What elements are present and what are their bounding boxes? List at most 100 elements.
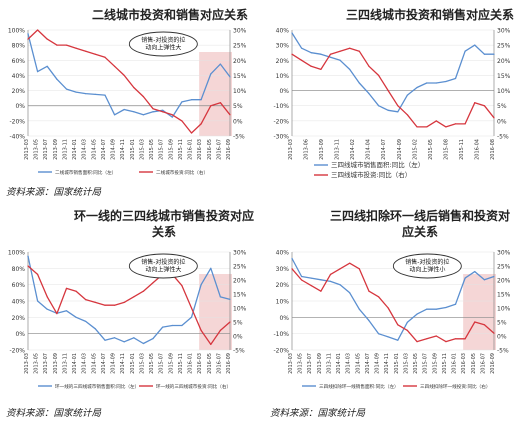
xtick-0-7: 2014-05 (91, 139, 97, 160)
data-point-2-1-5 (75, 290, 77, 292)
data-point-3-0-2 (310, 277, 312, 279)
xtick-3-7: 2014-05 (355, 353, 361, 374)
data-point-2-0-12 (142, 342, 145, 345)
xtick-2-8: 2014-07 (101, 353, 107, 374)
xtick-0-10: 2014-11 (120, 139, 126, 160)
data-point-1-0-14 (426, 82, 428, 84)
data-point-0-0-0 (27, 33, 29, 35)
ytick-left-1-3: 0% (279, 88, 289, 95)
data-point-0-0-14 (162, 109, 164, 111)
xtick-2-14: 2015-07 (159, 353, 165, 374)
data-point-1-0-12 (406, 94, 409, 96)
highlight-region-3 (463, 274, 496, 350)
ytick-left-0-6: 80% (12, 43, 26, 50)
ytick-right-3-1: 0% (497, 334, 507, 341)
xtick-0-14: 2015-07 (159, 139, 165, 160)
xtick-3-12: 2015-03 (403, 353, 409, 374)
data-point-0-1-4 (65, 44, 68, 46)
legend-label-3-0: 三四线扣除环一线销售面积:同比（左） (319, 383, 399, 390)
legend-label-0-0: 二线城市销售面积:同比（左） (55, 169, 116, 176)
data-point-1-1-13 (416, 126, 418, 128)
data-point-3-1-19 (474, 321, 476, 323)
ytick-left-3-3: 10% (276, 299, 290, 306)
data-point-0-0-21 (229, 76, 231, 78)
ytick-right-3-7: 30% (497, 250, 511, 257)
ytick-right-1-6: 25% (497, 43, 511, 50)
legend-label-2-1: 环一线的三四线城市投资:同比（右） (156, 383, 231, 390)
xtick-2-21: 2016-09 (226, 353, 232, 374)
ytick-left-3-5: 30% (276, 266, 290, 273)
data-point-1-1-0 (291, 53, 293, 55)
xtick-3-2: 2013-07 (307, 353, 313, 374)
data-point-3-0-21 (493, 275, 495, 278)
data-point-2-1-20 (219, 329, 221, 331)
ytick-right-2-2: 5% (233, 320, 243, 327)
ytick-left-1-5: 20% (276, 58, 290, 65)
xtick-1-0: 2013-03 (288, 139, 294, 160)
ytick-right-2-1: 0% (233, 334, 243, 341)
ytick-right-1-3: 10% (497, 88, 511, 95)
annotation-text-0-0: 销售-对投资的拉 (141, 36, 185, 44)
data-point-1-0-21 (493, 53, 495, 55)
xtick-1-7: 2014-09 (397, 139, 403, 160)
ytick-left-1-4: 10% (276, 73, 290, 80)
data-point-2-1-12 (142, 290, 145, 292)
xtick-3-8: 2014-07 (365, 353, 371, 374)
chart-panel-2: -30% -20% -10% 0% 10% 20% 30% 40% -5% 0% 5% 10% 15% 2… (273, 28, 511, 180)
data-point-0-1-19 (210, 105, 212, 107)
data-point-2-1-7 (94, 301, 96, 303)
chart-title-4: 三四线扣除环一线后销售和投资对应关系 (330, 208, 510, 240)
ytick-right-0-6: 25% (233, 43, 247, 50)
data-point-0-1-10 (123, 74, 125, 77)
data-point-0-0-1 (37, 71, 39, 73)
ytick-right-3-4: 15% (497, 292, 511, 299)
ytick-right-1-0: -5% (497, 134, 509, 141)
annotation-text-3-1: 动向上弹性小 (409, 266, 445, 274)
series-line-1-1 (291, 47, 495, 128)
chart-source-3: 资料来源：国家统计局 (6, 408, 102, 419)
data-point-3-0-8 (368, 320, 370, 322)
xtick-1-13: 2016-08 (490, 139, 496, 160)
chart-source-1: 资料来源：国家统计局 (6, 187, 102, 198)
data-point-3-0-5 (339, 284, 341, 286)
chart-title-1: 二线城市投资和销售对应关系 (92, 8, 249, 22)
xtick-2-3: 2013-09 (53, 353, 59, 374)
xtick-2-18: 2016-03 (197, 353, 203, 374)
data-point-0-0-7 (94, 93, 96, 95)
chart-title-3-text: 环一线的三四线城市销售投资对应关系 (74, 209, 255, 239)
data-point-0-1-20 (219, 102, 221, 104)
xtick-3-11: 2015-01 (394, 353, 400, 374)
ytick-right-2-0: -5% (233, 348, 245, 355)
data-point-2-0-6 (85, 320, 87, 323)
data-point-3-0-7 (358, 308, 360, 310)
data-point-1-0-19 (474, 44, 476, 46)
xtick-2-4: 2013-11 (62, 353, 68, 374)
ytick-left-2-4: 60% (12, 282, 26, 289)
xtick-2-12: 2015-03 (139, 353, 145, 374)
xtick-3-9: 2014-09 (375, 353, 381, 374)
ytick-right-1-7: 30% (497, 28, 511, 35)
ytick-left-2-0: -20% (9, 348, 25, 355)
data-point-0-0-9 (113, 114, 116, 116)
data-point-0-0-6 (85, 93, 87, 95)
ytick-right-3-5: 20% (497, 278, 511, 285)
legend-label-1-1: 三四线城市投资:同比（右） (331, 170, 411, 179)
data-point-1-1-21 (493, 117, 495, 119)
data-point-1-0-7 (358, 82, 360, 84)
xtick-0-5: 2014-01 (72, 139, 78, 160)
data-point-2-0-5 (75, 316, 77, 318)
annotation-bubble-0 (128, 31, 198, 57)
data-point-0-0-18 (200, 99, 202, 101)
xtick-1-10: 2015-08 (443, 139, 449, 160)
data-point-2-1-17 (190, 307, 193, 309)
ytick-right-2-4: 15% (233, 292, 247, 299)
xtick-2-7: 2014-05 (91, 353, 97, 374)
data-point-0-1-9 (113, 65, 116, 67)
xtick-3-1: 2013-05 (298, 353, 304, 374)
data-point-1-0-13 (416, 86, 418, 89)
data-point-2-1-10 (123, 301, 125, 303)
xtick-2-10: 2014-11 (120, 353, 126, 374)
data-point-3-1-13 (416, 341, 418, 343)
ytick-right-3-3: 10% (497, 306, 511, 313)
data-point-0-0-13 (152, 111, 154, 113)
